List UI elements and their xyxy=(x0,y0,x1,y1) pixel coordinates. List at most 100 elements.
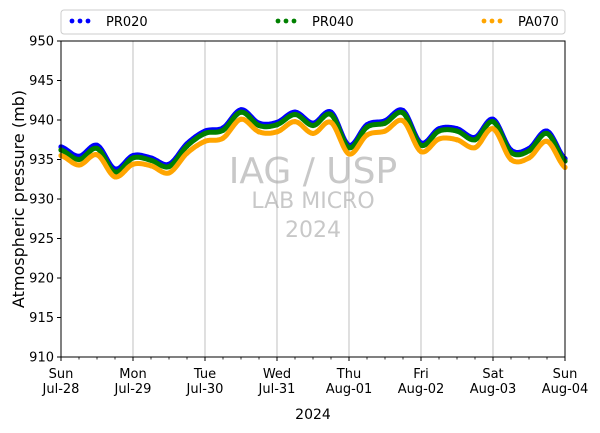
data-point xyxy=(382,128,388,134)
data-point xyxy=(202,130,208,137)
data-point xyxy=(400,110,406,116)
data-point xyxy=(472,145,478,151)
data-point xyxy=(238,109,244,115)
x-tick-label-date: Jul-30 xyxy=(186,382,224,397)
data-point xyxy=(292,111,298,118)
x-tick-label-day: Wed xyxy=(263,367,291,382)
x-tick-label-date: Aug-01 xyxy=(326,382,373,397)
x-tick-label-date: Aug-03 xyxy=(470,382,517,397)
data-point xyxy=(274,122,280,128)
data-point xyxy=(544,130,550,137)
x-tick-label-date: Aug-04 xyxy=(542,382,589,397)
x-tick-label-day: Thu xyxy=(336,367,361,382)
legend-label: PA070 xyxy=(518,15,559,30)
data-point xyxy=(238,116,244,122)
x-tick-label-date: Jul-28 xyxy=(42,382,80,397)
y-tick-label: 925 xyxy=(29,232,54,247)
legend-item-PA070: PA070 xyxy=(481,15,559,30)
x-tick-label-day: Tue xyxy=(193,367,216,382)
data-point xyxy=(382,120,388,126)
x-tick-label-day: Fri xyxy=(413,367,429,382)
legend-item-PR040: PR040 xyxy=(275,15,354,30)
legend-label: PR040 xyxy=(312,15,354,30)
data-point xyxy=(364,132,370,138)
data-point xyxy=(202,138,208,144)
data-point xyxy=(130,161,136,167)
y-tick-label: 915 xyxy=(29,311,54,326)
data-point xyxy=(166,164,172,170)
data-point xyxy=(454,128,460,134)
y-tick-label: 945 xyxy=(29,74,54,89)
data-point xyxy=(76,156,82,163)
x-tick-label-day: Sun xyxy=(49,367,74,382)
data-point xyxy=(130,155,136,161)
gridlines xyxy=(132,41,494,357)
legend-marker xyxy=(489,18,495,24)
data-point xyxy=(220,135,226,141)
data-point xyxy=(328,119,334,125)
x-tick-label-day: Sun xyxy=(553,367,578,382)
y-axis-label: Atmospheric pressure (mb) xyxy=(9,90,28,308)
x-tick-label-day: Mon xyxy=(119,367,146,382)
legend-marker xyxy=(85,18,91,24)
legend-marker xyxy=(481,18,487,24)
series-PA070 xyxy=(58,116,568,180)
legend-label: PR020 xyxy=(106,15,148,30)
data-point xyxy=(112,174,118,180)
y-tick-label: 910 xyxy=(29,351,54,366)
data-point xyxy=(490,126,496,132)
data-point xyxy=(256,122,262,129)
x-axis: SunJul-28MonJul-29TueJul-30WedJul-31ThuA… xyxy=(42,357,589,397)
legend-marker xyxy=(283,18,289,24)
legend-marker xyxy=(275,18,281,24)
data-point xyxy=(328,111,334,118)
data-point xyxy=(346,145,352,151)
legend-marker xyxy=(497,18,503,24)
y-axis: 910 915 920 925 930 935 940 945 950 xyxy=(29,35,61,366)
data-point xyxy=(310,122,316,129)
data-point xyxy=(508,156,514,163)
legend-marker xyxy=(77,18,83,24)
data-point xyxy=(526,148,532,154)
watermark-line-2: LAB MICRO xyxy=(251,189,374,214)
y-tick-label: 935 xyxy=(29,153,54,168)
y-tick-label: 950 xyxy=(29,35,54,50)
data-point xyxy=(346,151,352,157)
data-point xyxy=(544,138,550,144)
data-point xyxy=(436,128,442,134)
x-tick-label-day: Sat xyxy=(482,367,503,382)
data-point xyxy=(166,170,172,176)
legend-marker xyxy=(291,18,297,24)
x-axis-label: 2024 xyxy=(295,407,331,423)
data-point xyxy=(472,137,478,143)
legend-marker xyxy=(69,18,75,24)
data-point xyxy=(490,118,496,125)
y-tick-label: 930 xyxy=(29,193,54,208)
data-point xyxy=(454,137,460,143)
x-tick-label-date: Jul-31 xyxy=(258,382,296,397)
data-point xyxy=(418,149,424,155)
series-layer xyxy=(58,107,568,180)
data-point xyxy=(256,129,262,135)
data-point xyxy=(292,118,298,125)
data-point xyxy=(526,155,532,161)
data-point xyxy=(274,129,280,135)
data-point xyxy=(364,124,370,130)
data-point xyxy=(436,136,442,142)
data-point xyxy=(76,162,82,168)
data-point xyxy=(310,130,316,137)
legend-box xyxy=(60,9,566,35)
legend-item-PR020: PR020 xyxy=(69,15,148,30)
watermark-line-3: 2024 xyxy=(285,218,341,243)
data-point xyxy=(148,157,154,163)
watermark-line-1: IAG / USP xyxy=(229,151,397,192)
data-point xyxy=(94,145,100,152)
x-tick-label-date: Jul-29 xyxy=(114,382,152,397)
x-tick-label-date: Aug-02 xyxy=(398,382,445,397)
data-point xyxy=(94,152,100,158)
y-tick-label: 920 xyxy=(29,272,54,287)
legend: PR020 PR040 PA070 xyxy=(60,9,566,35)
y-tick-label: 940 xyxy=(29,114,54,129)
data-point xyxy=(148,163,154,169)
